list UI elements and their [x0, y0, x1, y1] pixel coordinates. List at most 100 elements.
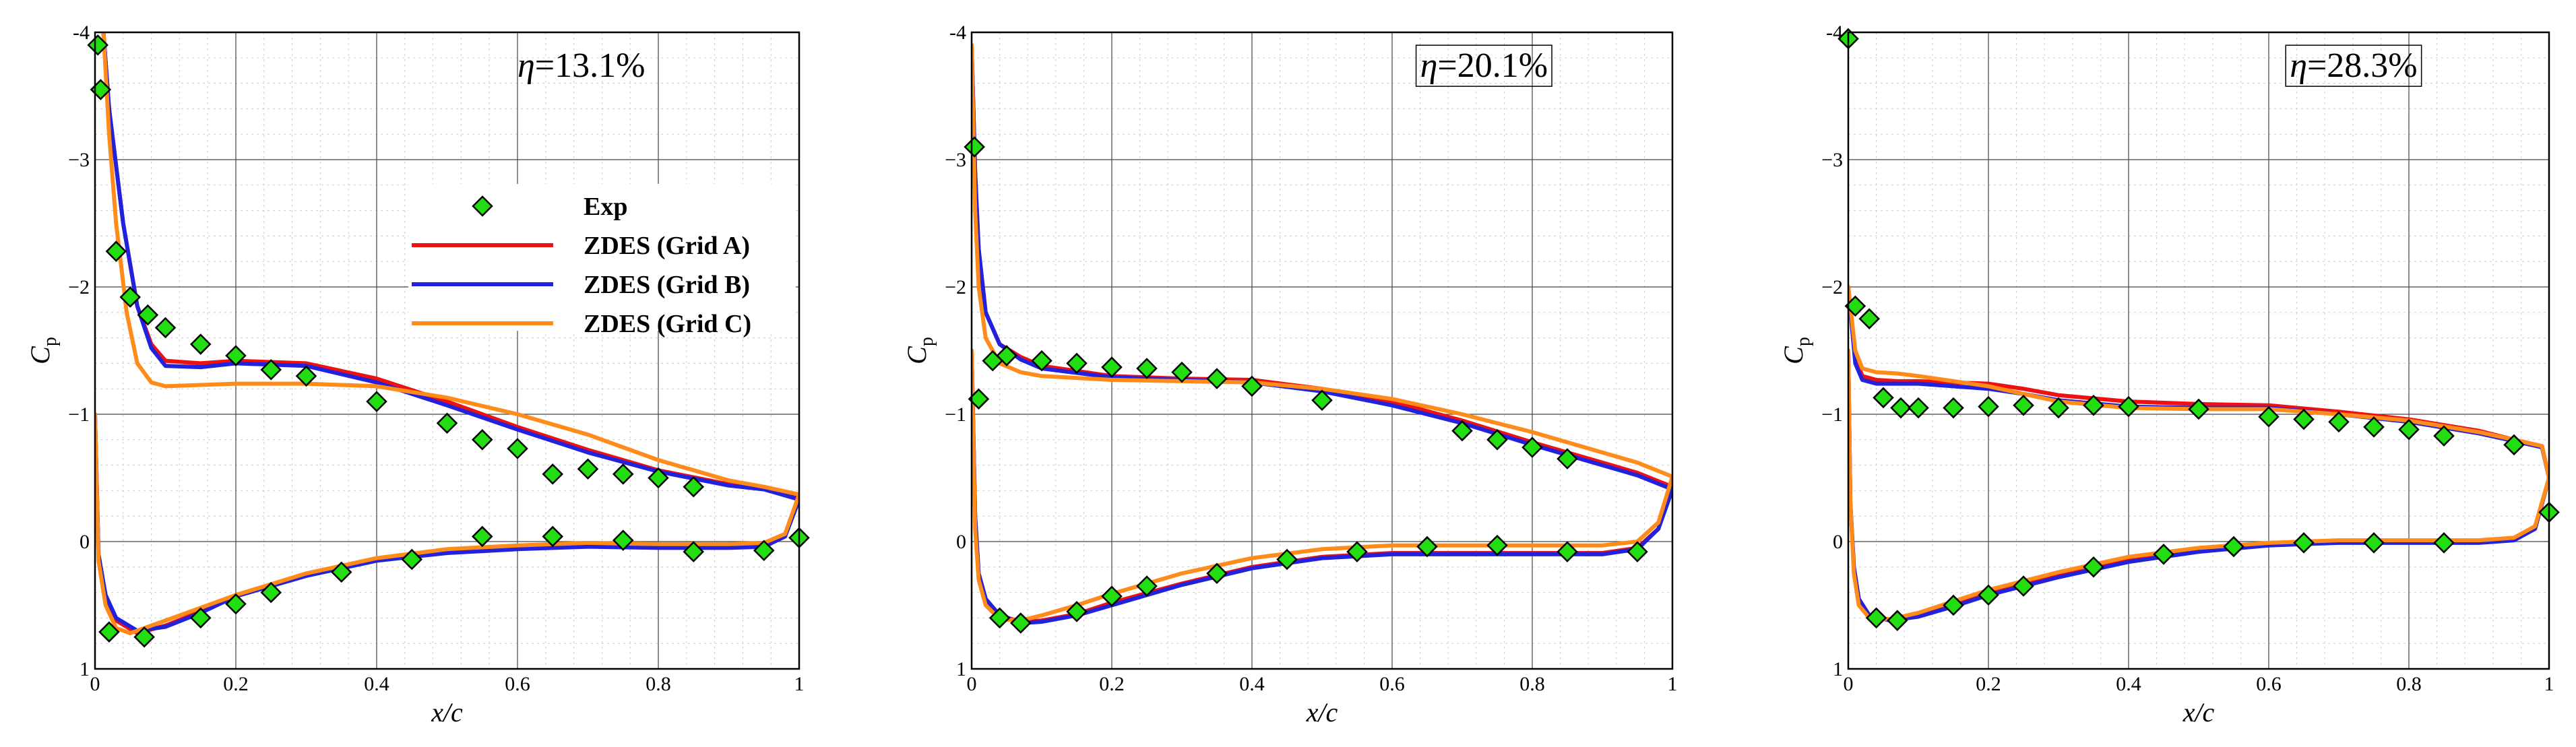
exp-point	[471, 429, 493, 451]
series-line-upper-1	[972, 42, 1672, 489]
exp-point	[2048, 397, 2069, 419]
exp-point	[1010, 612, 1032, 634]
legend-label: ZDES (Grid B)	[584, 271, 750, 299]
exp-point	[2013, 575, 2034, 597]
exp-point	[2258, 406, 2280, 428]
exp-point	[260, 359, 282, 381]
exp-point	[1978, 395, 1999, 418]
exp-point	[1486, 429, 1508, 451]
legend: Exp ZDES (Grid A) ZDES (Grid B) ZDES (Grid …	[408, 184, 796, 338]
exp-point	[964, 136, 985, 158]
exp-point	[542, 463, 564, 485]
series-line-lower-3	[1848, 348, 2549, 622]
x-tick-label: 0.4	[1239, 673, 1265, 695]
exp-point	[2293, 532, 2315, 554]
y-axis-label: Cp	[902, 337, 937, 364]
y-tick-label: −3	[68, 149, 90, 171]
x-tick-label: 0.8	[2396, 673, 2422, 695]
legend-marker	[472, 195, 493, 217]
y-tick-label: −2	[945, 276, 966, 298]
exp-point	[542, 525, 564, 548]
exp-point	[366, 391, 387, 412]
series-lines	[1848, 285, 2549, 623]
x-tick-label: 0.2	[1099, 673, 1125, 695]
exp-point	[2083, 556, 2104, 578]
x-tick-label: 0.2	[223, 673, 249, 695]
exp-point	[1276, 548, 1298, 571]
exp-point	[1486, 534, 1508, 556]
series-line-upper-3	[1848, 285, 2549, 480]
x-axis-label: x/c	[2182, 697, 2215, 727]
x-tick-label: 0.8	[646, 673, 671, 695]
exp-markers	[87, 34, 810, 648]
exp-point	[98, 621, 120, 643]
exp-point	[1136, 358, 1158, 379]
exp-point	[683, 476, 705, 498]
cp-plot-1: 0 0.2 0.4 0.6 0.8 1-4−3−2−101x/cCpη=13.1%ExpZ…	[25, 22, 810, 727]
exp-point	[2013, 395, 2034, 416]
eta-annotation: η=20.1%	[1420, 46, 1548, 85]
x-tick-label: 1	[794, 673, 805, 695]
exp-point	[295, 365, 317, 387]
exp-point	[225, 593, 247, 615]
exp-point	[1943, 594, 1964, 616]
exp-point	[436, 412, 458, 434]
eta-annotation: η=13.1%	[517, 46, 645, 85]
x-tick-label: 1	[2544, 673, 2554, 695]
exp-point	[507, 438, 528, 459]
x-axis-label: x/c	[1306, 697, 1338, 727]
x-tick-label: 0.4	[364, 673, 389, 695]
minor-grid	[971, 32, 1673, 670]
y-axis-label: Cp	[1778, 337, 1814, 364]
major-grid	[1848, 32, 2550, 670]
plot-frame	[970, 31, 1674, 670]
exp-point	[105, 240, 127, 262]
exp-point	[137, 304, 159, 326]
series-line-upper-3	[101, 32, 799, 497]
x-tick-label: 0	[967, 673, 977, 695]
series-line-lower-3	[95, 412, 799, 636]
x-tick-label: 0.8	[1519, 673, 1545, 695]
series-lines	[972, 42, 1672, 625]
exp-point	[2398, 418, 2420, 441]
exp-point	[1627, 541, 1648, 562]
exp-point	[1890, 397, 1912, 419]
y-tick-label: 1	[80, 658, 90, 680]
exp-point	[2153, 544, 2174, 565]
y-tick-label: −3	[1821, 149, 1843, 171]
exp-point	[1978, 584, 1999, 606]
series-line-upper-2	[972, 42, 1672, 492]
series-line-lower-2	[95, 412, 799, 633]
exp-point	[2118, 395, 2139, 418]
exp-point	[1241, 375, 1263, 397]
y-tick-label: -4	[1826, 22, 1843, 44]
exp-point	[2223, 535, 2244, 558]
x-tick-label: 0	[90, 673, 100, 695]
x-tick-label: 0.6	[2256, 673, 2282, 695]
x-tick-label: 0.4	[2116, 673, 2141, 695]
exp-point	[2433, 532, 2455, 554]
exp-point	[1873, 387, 1894, 409]
y-tick-label: −1	[1821, 403, 1843, 426]
exp-point	[2328, 411, 2350, 433]
exp-point	[612, 529, 634, 551]
legend-label: Exp	[584, 193, 627, 221]
x-axis-label: x/c	[431, 697, 463, 727]
exp-point	[1101, 356, 1123, 378]
series-line-upper-3	[972, 42, 1672, 479]
exp-point	[1346, 541, 1368, 562]
exp-point	[1858, 308, 1880, 330]
exp-point	[2363, 416, 2385, 438]
y-tick-label: 0	[80, 531, 90, 553]
legend-label: ZDES (Grid C)	[584, 310, 751, 338]
exp-markers	[964, 136, 1648, 634]
y-tick-label: -4	[949, 22, 966, 44]
annotation-box	[2285, 44, 2422, 87]
annotation-box	[1415, 44, 1552, 87]
exp-point	[577, 458, 599, 480]
major-grid	[971, 32, 1673, 670]
exp-point	[1031, 350, 1053, 372]
exp-point	[1943, 397, 1964, 419]
